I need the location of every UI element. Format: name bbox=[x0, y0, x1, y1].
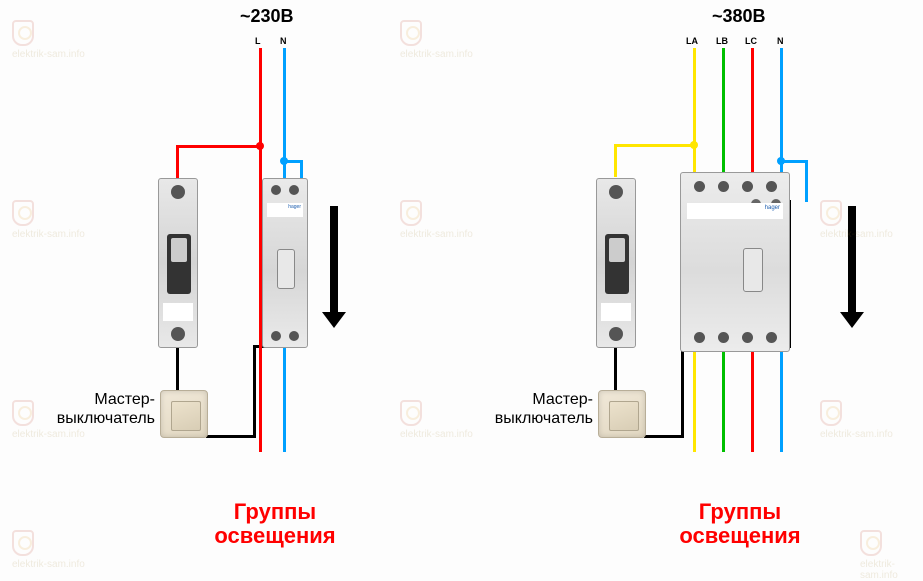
contactor-4pole: hager bbox=[680, 172, 790, 352]
terminal bbox=[271, 185, 281, 195]
contactor-lever bbox=[277, 249, 295, 289]
wall-switch-right bbox=[598, 390, 646, 438]
junction-dot bbox=[280, 157, 288, 165]
contactor-lever bbox=[743, 248, 763, 292]
watermark: elektrik-sam.info bbox=[12, 530, 85, 570]
contactor-top-terminals bbox=[681, 181, 789, 192]
contactor-top-terminals bbox=[263, 185, 307, 195]
wire-label-L: L bbox=[255, 36, 261, 46]
wire-L-horizontal-top bbox=[176, 145, 262, 148]
wire-ctrl-switch-out-v bbox=[681, 345, 684, 438]
breaker-top-terminal bbox=[609, 185, 623, 199]
wire-label-LB: LB bbox=[716, 36, 728, 46]
group-label-right: Группы освещения bbox=[660, 500, 820, 548]
wire-LA-vertical-top bbox=[693, 48, 696, 178]
junction-dot bbox=[777, 157, 785, 165]
wire-ctrl-switch-out-h1 bbox=[644, 435, 684, 438]
terminal bbox=[718, 181, 729, 192]
circuit-breaker-left bbox=[158, 178, 198, 348]
circuit-breaker-right bbox=[596, 178, 636, 348]
master-switch-label-right: Мастер- выключатель bbox=[478, 390, 593, 428]
breaker-brand-label bbox=[601, 303, 631, 321]
breaker-bottom-terminal bbox=[171, 327, 185, 341]
breaker-top-terminal bbox=[171, 185, 185, 199]
voltage-label-380: ~380В bbox=[712, 6, 766, 27]
terminal bbox=[289, 185, 299, 195]
wire-ctrl-switch-out-h1 bbox=[206, 435, 256, 438]
watermark: elektrik-sam.info bbox=[820, 400, 893, 440]
contactor-bottom-terminals bbox=[681, 332, 789, 343]
terminal bbox=[694, 181, 705, 192]
watermark: elektrik-sam.info bbox=[820, 200, 893, 240]
junction-dot bbox=[256, 142, 264, 150]
wire-N-v-to-coil bbox=[805, 160, 808, 202]
watermark: elektrik-sam.info bbox=[12, 400, 85, 440]
watermark: elektrik-sam.info bbox=[12, 20, 85, 60]
watermark: elektrik-sam.info bbox=[400, 20, 473, 60]
wire-N-vert-to-coil bbox=[300, 160, 303, 180]
contactor-brand-label: hager bbox=[267, 203, 303, 217]
breaker-bottom-terminal bbox=[609, 327, 623, 341]
terminal bbox=[742, 332, 753, 343]
wire-label-LC: LC bbox=[745, 36, 757, 46]
diagram-canvas: ~230В L N hager Мастер- выключатель Груп… bbox=[0, 0, 923, 574]
watermark: elektrik-sam.info bbox=[400, 400, 473, 440]
wire-ctrl-switch-out-v bbox=[253, 345, 256, 438]
terminal bbox=[271, 331, 281, 341]
wire-label-N: N bbox=[280, 36, 287, 46]
watermark: elektrik-sam.info bbox=[860, 530, 923, 581]
watermark: elektrik-sam.info bbox=[400, 200, 473, 240]
junction-dot bbox=[690, 141, 698, 149]
terminal bbox=[694, 332, 705, 343]
breaker-brand-label bbox=[163, 303, 193, 321]
wire-label-LA: LA bbox=[686, 36, 698, 46]
voltage-label-230: ~230В bbox=[240, 6, 294, 27]
contactor-bottom-terminals bbox=[263, 331, 307, 341]
wire-label-N-right: N bbox=[777, 36, 784, 46]
contactor-2pole: hager bbox=[262, 178, 308, 348]
terminal bbox=[742, 181, 753, 192]
contactor-brand-label: hager bbox=[687, 203, 783, 219]
wire-LA-h-to-breaker bbox=[614, 144, 696, 147]
terminal bbox=[766, 332, 777, 343]
breaker-switch-lever bbox=[167, 234, 191, 294]
watermark: elektrik-sam.info bbox=[12, 200, 85, 240]
flow-arrow-left bbox=[330, 206, 338, 314]
breaker-switch-lever bbox=[605, 234, 629, 294]
wire-L-vertical-top bbox=[259, 48, 262, 183]
wire-L-vertical-to-breaker bbox=[176, 145, 179, 178]
wall-switch-left bbox=[160, 390, 208, 438]
group-label-left: Группы освещения bbox=[195, 500, 355, 548]
terminal bbox=[766, 181, 777, 192]
terminal bbox=[289, 331, 299, 341]
wire-LA-v-to-breaker bbox=[614, 144, 617, 177]
terminal bbox=[718, 332, 729, 343]
